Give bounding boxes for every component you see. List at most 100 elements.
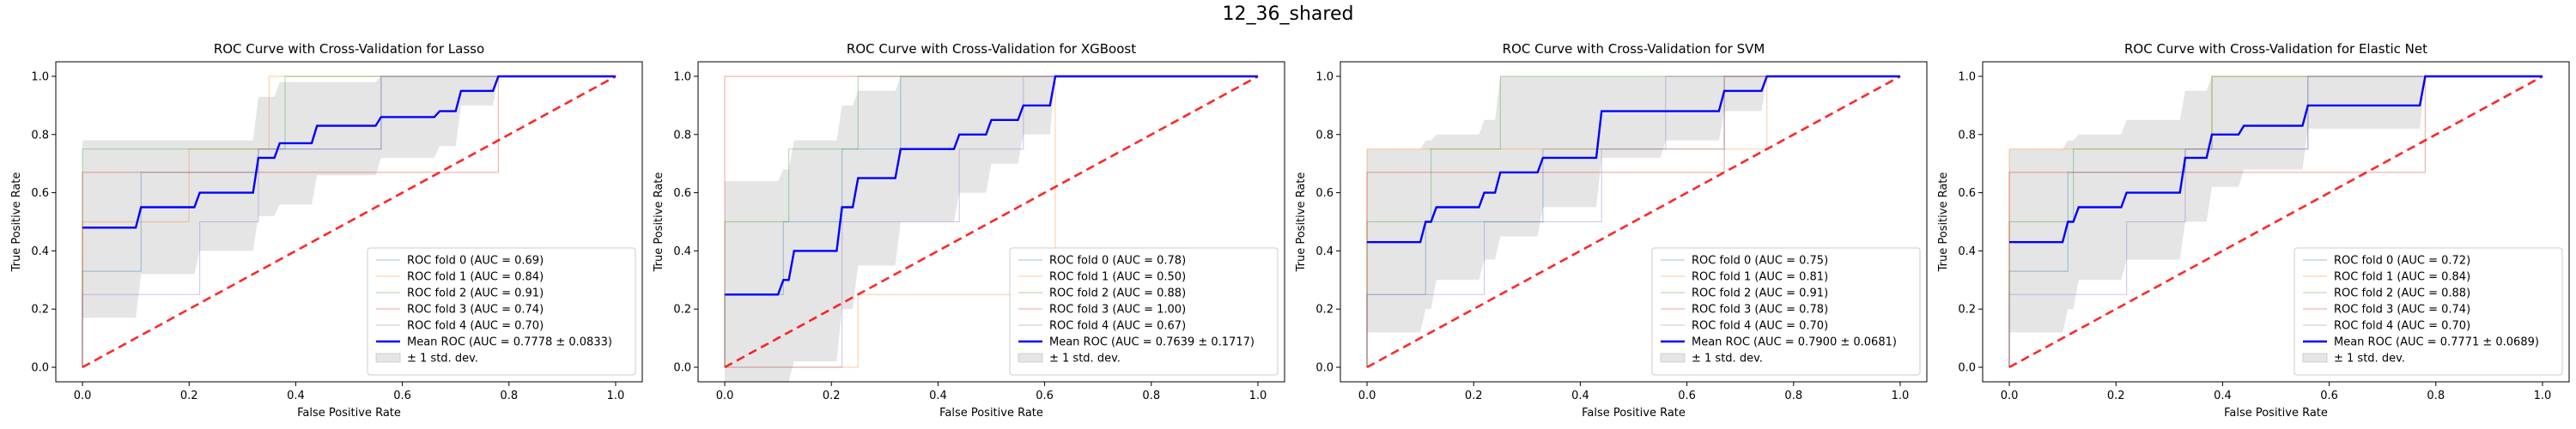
x-axis-label: False Positive Rate bbox=[1582, 407, 1686, 420]
legend-label: ROC fold 1 (AUC = 0.84) bbox=[2334, 271, 2470, 284]
x-tick-label: 1.0 bbox=[1249, 390, 1267, 402]
mean-roc-line bbox=[2009, 75, 2543, 244]
fold-line-4 bbox=[1366, 76, 1900, 367]
legend-label: Mean ROC (AUC = 0.7778 ± 0.0833) bbox=[407, 336, 612, 349]
std-band bbox=[2009, 76, 2543, 333]
y-tick-label: 0.8 bbox=[1958, 129, 1976, 142]
y-tick-label: 0.8 bbox=[673, 129, 691, 142]
y-tick-label: 0.6 bbox=[673, 187, 691, 200]
mean-roc-line bbox=[725, 75, 1258, 296]
y-tick-label: 0.2 bbox=[1315, 304, 1334, 317]
legend-label: ± 1 std. dev. bbox=[1692, 353, 1763, 366]
plot-title: ROC Curve with Cross-Validation for Elas… bbox=[2124, 41, 2427, 57]
plot-area bbox=[2008, 75, 2543, 369]
y-tick-label: 0.2 bbox=[673, 304, 691, 317]
fold-line-4 bbox=[725, 76, 1258, 368]
axes-frame bbox=[1982, 61, 2570, 383]
fold-line-2 bbox=[724, 76, 1258, 367]
legend: ROC fold 0 (AUC = 0.78) ROC fold 1 (AUC =… bbox=[1009, 247, 1279, 376]
y-tick-label: 1.0 bbox=[31, 70, 49, 83]
x-tick-label: 0.0 bbox=[2001, 390, 2019, 402]
x-tick-label: 0.6 bbox=[393, 390, 411, 402]
roc-panel-3: 0.0 0.2 0.4 0.6 0.8 1.0 0.0 0.2 0.4 0.6 0.8 1.0 ROC … bbox=[1937, 41, 2570, 420]
legend-label: ROC fold 0 (AUC = 0.69) bbox=[407, 255, 544, 268]
x-axis-label: False Positive Rate bbox=[939, 407, 1043, 420]
x-tick-label: 0.4 bbox=[2214, 390, 2232, 402]
legend-label: ROC fold 4 (AUC = 0.67) bbox=[1049, 320, 1186, 333]
std-band bbox=[725, 76, 1258, 382]
y-tick-label: 0.8 bbox=[31, 129, 49, 142]
legend-label: ± 1 std. dev. bbox=[407, 353, 478, 366]
legend: ROC fold 0 (AUC = 0.69) ROC fold 1 (AUC =… bbox=[367, 247, 636, 376]
roc-panel-1: 0.0 0.2 0.4 0.6 0.8 1.0 0.0 0.2 0.4 0.6 0.8 1.0 ROC … bbox=[653, 41, 1285, 420]
legend-label: ROC fold 4 (AUC = 0.70) bbox=[2334, 320, 2470, 333]
legend-swatch bbox=[2302, 353, 2328, 363]
mean-roc-line bbox=[82, 75, 616, 229]
y-tick-label: 1.0 bbox=[1315, 70, 1334, 83]
legend-swatch bbox=[1018, 353, 1043, 363]
x-tick-label: 0.4 bbox=[929, 390, 947, 402]
fold-line-1 bbox=[82, 76, 616, 367]
roc-panel-2: 0.0 0.2 0.4 0.6 0.8 1.0 0.0 0.2 0.4 0.6 0.8 1.0 ROC … bbox=[1295, 41, 1928, 420]
legend: ROC fold 0 (AUC = 0.72) ROC fold 1 (AUC =… bbox=[2293, 247, 2563, 376]
legend-label: ROC fold 2 (AUC = 0.91) bbox=[1692, 287, 1828, 300]
legend-box bbox=[367, 247, 636, 376]
legend-label: Mean ROC (AUC = 0.7900 ± 0.0681) bbox=[1692, 336, 1897, 349]
y-tick-label: 0.2 bbox=[1958, 304, 1976, 317]
y-tick-label: 0.4 bbox=[31, 245, 49, 258]
x-tick-label: 0.8 bbox=[1784, 390, 1802, 402]
roc-panel-0: 0.0 0.2 0.4 0.6 0.8 1.0 0.0 0.2 0.4 0.6 0.8 1.0 ROC … bbox=[10, 41, 643, 420]
y-tick-label: 0.6 bbox=[1315, 187, 1334, 200]
plot-title: ROC Curve with Cross-Validation for Lass… bbox=[214, 41, 484, 57]
legend-label: Mean ROC (AUC = 0.7771 ± 0.0689) bbox=[2334, 336, 2539, 349]
x-tick-label: 0.8 bbox=[1142, 390, 1160, 402]
x-tick-label: 0.0 bbox=[74, 390, 92, 402]
y-tick-label: 0.2 bbox=[31, 304, 49, 317]
x-axis-label: False Positive Rate bbox=[297, 407, 401, 420]
plot-area bbox=[1366, 75, 1901, 369]
y-tick-label: 0.4 bbox=[1315, 245, 1334, 258]
y-tick-label: 1.0 bbox=[673, 70, 691, 83]
legend-label: Mean ROC (AUC = 0.7639 ± 0.1717) bbox=[1049, 336, 1255, 349]
fold-line-1 bbox=[2008, 76, 2543, 367]
legend: ROC fold 0 (AUC = 0.75) ROC fold 1 (AUC =… bbox=[1651, 247, 1921, 376]
x-tick-label: 0.8 bbox=[2427, 390, 2445, 402]
legend-label: ROC fold 4 (AUC = 0.70) bbox=[1692, 320, 1828, 333]
x-tick-label: 0.6 bbox=[1678, 390, 1696, 402]
fold-line-2 bbox=[82, 76, 616, 367]
x-tick-label: 1.0 bbox=[2534, 390, 2552, 402]
y-tick-label: 0.6 bbox=[1958, 187, 1976, 200]
x-tick-label: 1.0 bbox=[607, 390, 625, 402]
plot-title: ROC Curve with Cross-Validation for SVM bbox=[1503, 41, 1765, 57]
fold-line-4 bbox=[82, 76, 616, 367]
x-tick-label: 0.2 bbox=[823, 390, 841, 402]
chance-line bbox=[724, 75, 1259, 369]
axes-frame bbox=[55, 61, 643, 383]
y-tick-label: 0.0 bbox=[1958, 362, 1976, 375]
legend-label: ROC fold 1 (AUC = 0.50) bbox=[1049, 271, 1186, 284]
legend-swatch bbox=[1660, 353, 1686, 363]
x-tick-label: 0.6 bbox=[2320, 390, 2338, 402]
y-tick-label: 0.0 bbox=[673, 362, 691, 375]
legend-label: ROC fold 2 (AUC = 0.88) bbox=[1049, 287, 1186, 300]
x-tick-label: 0.2 bbox=[1465, 390, 1483, 402]
legend-label: ROC fold 0 (AUC = 0.72) bbox=[2334, 255, 2470, 268]
y-tick-label: 0.6 bbox=[31, 187, 49, 200]
y-axis-label: True Positive Rate bbox=[653, 172, 665, 273]
x-tick-label: 1.0 bbox=[1892, 390, 1910, 402]
figure-suptitle: 12_36_shared bbox=[1222, 3, 1354, 25]
x-tick-label: 0.0 bbox=[1358, 390, 1376, 402]
mean-roc-line bbox=[1367, 75, 1900, 244]
y-tick-label: 0.0 bbox=[31, 362, 49, 375]
y-axis-label: True Positive Rate bbox=[1295, 172, 1308, 273]
fold-line-4 bbox=[2008, 76, 2543, 367]
x-tick-label: 0.2 bbox=[2107, 390, 2125, 402]
fold-line-0 bbox=[1366, 76, 1900, 367]
chance-line bbox=[1366, 75, 1901, 369]
x-axis-label: False Positive Rate bbox=[2224, 407, 2328, 420]
legend-box bbox=[1009, 247, 1279, 376]
legend-box bbox=[1651, 247, 1921, 376]
legend-label: ± 1 std. dev. bbox=[1049, 353, 1121, 366]
